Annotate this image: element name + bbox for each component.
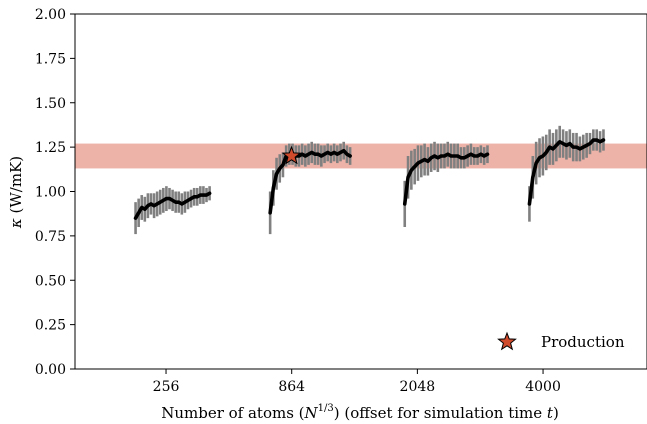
y-tick-label: 1.75 bbox=[35, 51, 66, 67]
legend-production-star-icon bbox=[497, 331, 517, 351]
y-tick-label: 1.50 bbox=[35, 96, 66, 112]
y-tick-label: 0.25 bbox=[35, 318, 66, 334]
x-axis-label: Number of atoms (N1/3) (offset for simul… bbox=[161, 403, 559, 422]
y-tick-label: 1.25 bbox=[35, 140, 66, 156]
production-marker-layer bbox=[281, 145, 302, 165]
legend-production-label: Production bbox=[541, 333, 625, 351]
legend: Production bbox=[497, 331, 625, 351]
reference-band-layer bbox=[75, 143, 647, 169]
production-star-marker bbox=[281, 145, 302, 165]
x-tick-label: 4000 bbox=[525, 379, 561, 395]
y-tick-label: 0.50 bbox=[35, 273, 66, 289]
y-tick-label: 0.75 bbox=[35, 229, 66, 245]
y-tick-label: 1.00 bbox=[35, 185, 66, 201]
x-tick-label: 2048 bbox=[400, 379, 436, 395]
series-line-4 bbox=[527, 138, 606, 206]
x-tick-label: 256 bbox=[153, 379, 180, 395]
y-tick-label: 0.00 bbox=[35, 362, 66, 378]
series-lines-layer bbox=[133, 138, 606, 220]
x-tick-label: 864 bbox=[278, 379, 305, 395]
series-line-3 bbox=[402, 152, 490, 206]
reference-band bbox=[75, 143, 647, 169]
axes-layer: 0.00 0.25 0.50 0.75 1.00 1.25 1.50 1.75 2.00 256 8… bbox=[35, 7, 647, 395]
y-tick-label: 2.00 bbox=[35, 7, 66, 23]
series-line-2 bbox=[268, 148, 352, 215]
series-line-1 bbox=[133, 191, 212, 220]
y-axis-label: κ (W/mK) bbox=[7, 156, 25, 229]
